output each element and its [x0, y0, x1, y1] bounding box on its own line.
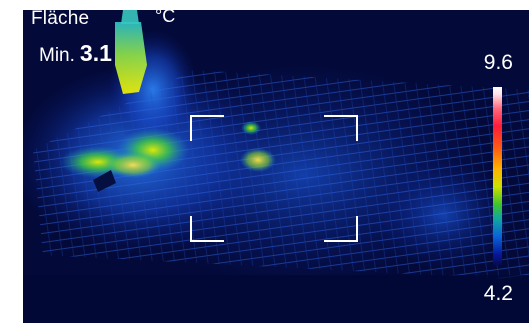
reticle-corner-top-right	[324, 115, 358, 141]
temperature-unit-label: °C	[155, 10, 176, 26]
thermal-image-frame: Fläche °C Min. 3.1 9.6 4.2	[23, 10, 529, 323]
measure-area-label: Fläche	[31, 10, 90, 29]
measurement-reticle	[190, 115, 358, 242]
scale-min-value: 4.2	[483, 282, 513, 305]
min-label: Min.	[39, 45, 75, 66]
thermal-roof-image	[23, 10, 529, 323]
scale-max-value: 9.6	[483, 51, 513, 74]
reticle-corner-top-left	[190, 115, 224, 141]
color-scale-bar	[493, 87, 502, 265]
reticle-corner-bottom-right	[324, 216, 358, 242]
min-temperature-readout: Min. 3.1	[39, 40, 112, 67]
reticle-corner-bottom-left	[190, 216, 224, 242]
min-value: 3.1	[79, 40, 112, 66]
